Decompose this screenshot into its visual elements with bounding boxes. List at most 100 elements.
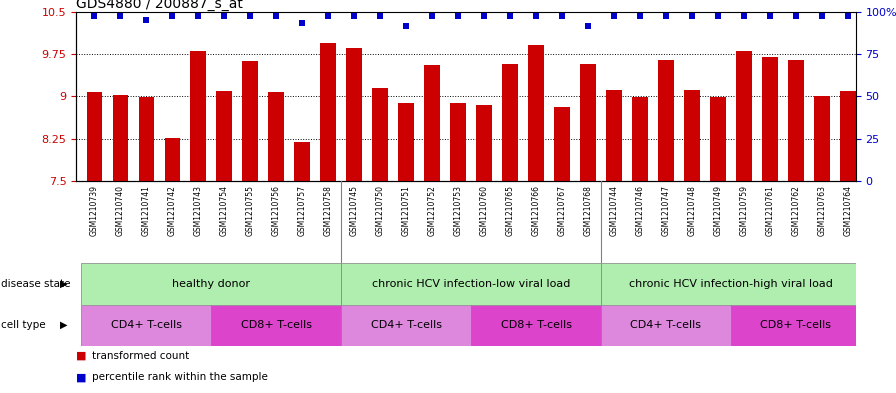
Text: GSM1210759: GSM1210759 — [739, 185, 748, 236]
Point — [737, 13, 751, 19]
Point — [165, 13, 179, 19]
Text: GSM1210742: GSM1210742 — [168, 185, 177, 236]
Bar — [82, 263, 341, 305]
Text: transformed count: transformed count — [92, 351, 190, 361]
Point — [139, 17, 153, 24]
Bar — [243, 61, 258, 181]
Text: GSM1210754: GSM1210754 — [220, 185, 228, 236]
Bar — [341, 305, 471, 346]
Text: CD8+ T-cells: CD8+ T-cells — [241, 320, 312, 330]
Bar — [840, 91, 856, 181]
Bar — [347, 48, 362, 181]
Point — [425, 13, 439, 19]
Point — [814, 13, 829, 19]
Text: GSM1210747: GSM1210747 — [661, 185, 670, 236]
Text: chronic HCV infection-low viral load: chronic HCV infection-low viral load — [372, 279, 571, 289]
Text: GDS4880 / 200887_s_at: GDS4880 / 200887_s_at — [76, 0, 243, 11]
Text: GSM1210756: GSM1210756 — [271, 185, 280, 236]
Text: GSM1210752: GSM1210752 — [427, 185, 436, 236]
Text: healthy donor: healthy donor — [172, 279, 250, 289]
Bar — [211, 305, 341, 346]
Text: GSM1210766: GSM1210766 — [531, 185, 540, 236]
Point — [788, 13, 803, 19]
Text: ▶: ▶ — [60, 279, 67, 289]
Text: CD8+ T-cells: CD8+ T-cells — [501, 320, 572, 330]
Point — [477, 13, 491, 19]
Text: ▶: ▶ — [60, 320, 67, 330]
Bar — [633, 97, 648, 181]
Point — [607, 13, 621, 19]
Point — [243, 13, 257, 19]
Bar — [113, 95, 128, 181]
Bar — [471, 305, 601, 346]
Text: GSM1210745: GSM1210745 — [349, 185, 358, 236]
Text: GSM1210751: GSM1210751 — [401, 185, 410, 236]
Bar — [451, 103, 466, 181]
Bar — [321, 43, 336, 181]
Point — [217, 13, 231, 19]
Bar — [373, 88, 388, 181]
Point — [840, 13, 855, 19]
Text: GSM1210741: GSM1210741 — [142, 185, 151, 236]
Text: CD4+ T-cells: CD4+ T-cells — [111, 320, 182, 330]
Text: GSM1210760: GSM1210760 — [479, 185, 488, 236]
Point — [529, 13, 543, 19]
Point — [113, 13, 127, 19]
Bar — [82, 305, 211, 346]
Bar — [731, 305, 861, 346]
Point — [659, 13, 673, 19]
Text: GSM1210746: GSM1210746 — [635, 185, 644, 236]
Bar — [581, 64, 596, 181]
Bar — [814, 96, 830, 181]
Text: GSM1210763: GSM1210763 — [817, 185, 826, 236]
Bar — [607, 90, 622, 181]
Point — [347, 13, 361, 19]
Point — [503, 13, 517, 19]
Text: CD8+ T-cells: CD8+ T-cells — [761, 320, 831, 330]
Bar — [269, 92, 284, 181]
Bar — [788, 60, 804, 181]
Point — [191, 13, 205, 19]
Point — [451, 13, 465, 19]
Text: disease state: disease state — [1, 279, 71, 289]
Bar — [477, 105, 492, 181]
Text: GSM1210743: GSM1210743 — [194, 185, 202, 236]
Text: GSM1210750: GSM1210750 — [375, 185, 384, 236]
Point — [555, 13, 569, 19]
Point — [269, 13, 283, 19]
Text: GSM1210765: GSM1210765 — [505, 185, 514, 236]
Point — [373, 13, 387, 19]
Bar — [659, 60, 674, 181]
Bar — [191, 51, 206, 181]
Text: CD4+ T-cells: CD4+ T-cells — [631, 320, 702, 330]
Text: percentile rank within the sample: percentile rank within the sample — [92, 372, 268, 382]
Bar — [399, 103, 414, 181]
Text: ■: ■ — [76, 351, 90, 361]
Bar — [737, 51, 752, 181]
Text: CD4+ T-cells: CD4+ T-cells — [371, 320, 442, 330]
Text: GSM1210740: GSM1210740 — [116, 185, 125, 236]
Bar — [425, 65, 440, 181]
Text: chronic HCV infection-high viral load: chronic HCV infection-high viral load — [629, 279, 833, 289]
Bar — [555, 107, 570, 181]
Text: GSM1210753: GSM1210753 — [453, 185, 462, 236]
Bar — [87, 92, 102, 181]
Bar — [139, 97, 154, 181]
Point — [711, 13, 725, 19]
Text: GSM1210767: GSM1210767 — [557, 185, 566, 236]
Text: GSM1210762: GSM1210762 — [791, 185, 800, 236]
Text: GSM1210764: GSM1210764 — [843, 185, 852, 236]
Point — [295, 20, 309, 26]
Bar — [685, 90, 700, 181]
Bar — [217, 91, 232, 181]
Bar — [711, 97, 726, 181]
Point — [399, 23, 413, 29]
Bar — [601, 263, 861, 305]
Point — [633, 13, 647, 19]
Text: GSM1210739: GSM1210739 — [90, 185, 99, 236]
Text: GSM1210748: GSM1210748 — [687, 185, 696, 236]
Text: GSM1210761: GSM1210761 — [765, 185, 774, 236]
Bar — [503, 64, 518, 181]
Point — [685, 13, 699, 19]
Bar — [529, 45, 544, 181]
